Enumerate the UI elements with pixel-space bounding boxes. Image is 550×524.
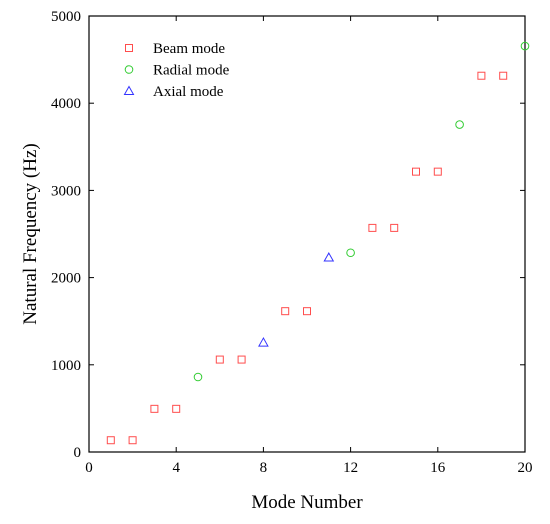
data-point — [455, 120, 464, 129]
y-tick-label: 4000 — [51, 96, 81, 112]
data-point — [346, 248, 355, 258]
x-tick-label: 12 — [343, 460, 358, 476]
x-tick-label: 4 — [172, 460, 180, 476]
data-point — [390, 223, 399, 232]
data-point — [412, 167, 420, 176]
legend-marker — [125, 44, 133, 52]
data-point — [323, 252, 335, 262]
x-tick-label: 0 — [85, 460, 93, 476]
data-point — [193, 372, 203, 382]
data-point — [128, 436, 137, 445]
plot-frame — [88, 15, 526, 453]
data-point — [172, 404, 181, 413]
y-tick-label: 3000 — [51, 183, 81, 199]
axis-ticks: 0 4 8 12 16 20 0 1000 2000 3000 4000 5000 — [51, 9, 533, 476]
x-tick-label: 8 — [260, 460, 268, 476]
data-point — [477, 71, 486, 80]
data-point — [258, 337, 269, 347]
data-point — [303, 307, 311, 316]
data-point — [106, 436, 115, 445]
x-tick-label: 16 — [430, 460, 446, 476]
legend-label: Radial mode — [153, 63, 230, 79]
y-tick-label: 1000 — [51, 358, 81, 374]
data-point — [150, 404, 159, 413]
legend-label: Axial mode — [153, 84, 224, 100]
x-axis-title: Mode Number — [251, 492, 363, 513]
series-triangle — [258, 252, 335, 347]
data-point — [215, 355, 224, 364]
data-point — [368, 223, 377, 232]
legend: Beam mode Radial mode Axial mode — [123, 41, 230, 100]
series-circle — [193, 41, 530, 382]
data-point — [433, 167, 442, 176]
data-points — [106, 41, 530, 445]
y-tick-label: 5000 — [51, 9, 81, 25]
data-point — [281, 307, 290, 316]
legend-marker — [123, 85, 135, 95]
y-tick-label: 2000 — [51, 271, 81, 287]
data-point — [520, 41, 530, 51]
series-square — [106, 71, 508, 445]
data-point — [237, 355, 246, 364]
y-tick-label: 0 — [74, 445, 82, 461]
y-axis-title: Natural Frequency (Hz) — [20, 143, 41, 324]
legend-marker — [124, 65, 134, 74]
legend-label: Beam mode — [153, 41, 225, 57]
x-tick-label: 20 — [518, 460, 533, 476]
data-point — [499, 71, 508, 80]
